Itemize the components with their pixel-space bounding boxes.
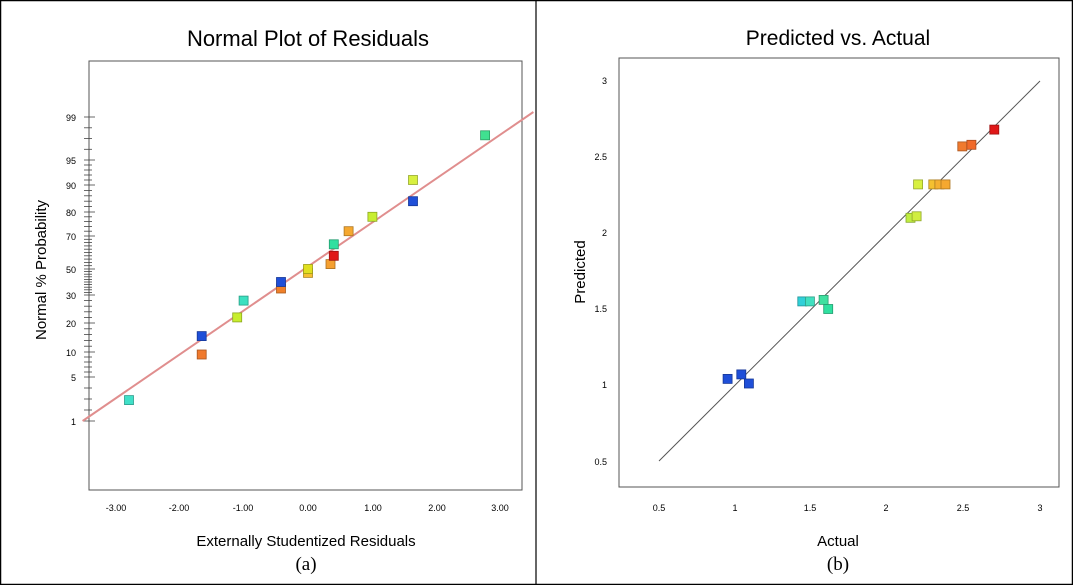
panel-b-xtick-label: 1 bbox=[732, 503, 737, 513]
panel-b-ytick-labels: 0.5 1 1.5 2 2.5 3 bbox=[594, 76, 607, 467]
panel-a-ytick-label: 30 bbox=[66, 291, 76, 301]
panel-a-point bbox=[408, 175, 418, 185]
panel-a-marks bbox=[82, 111, 534, 422]
panel-b-ytick-label: 2.5 bbox=[594, 152, 607, 162]
panel-a-point bbox=[196, 331, 207, 342]
panel-b-ytick-label: 3 bbox=[602, 76, 607, 86]
panel-a-point bbox=[480, 130, 491, 141]
panel-b-ylabel: Predicted bbox=[572, 240, 589, 303]
panel-a-xtick-label: 1.00 bbox=[364, 503, 382, 513]
panel-b-title: Predicted vs. Actual bbox=[746, 27, 930, 50]
panel-b-xtick-label: 3 bbox=[1037, 503, 1042, 513]
panel-b: Predicted vs. Actual 0.5 1 1.5 2 2.5 3 0… bbox=[572, 27, 1060, 575]
panel-b-point bbox=[805, 296, 815, 307]
panel-b-point bbox=[957, 141, 968, 152]
panel-b-xlabel: Actual bbox=[817, 533, 859, 550]
panel-a-point bbox=[328, 250, 339, 261]
panel-b-xtick-label: 2.5 bbox=[957, 503, 970, 513]
panel-b-ytick-label: 1.5 bbox=[594, 304, 607, 314]
panel-a-ytick-marks bbox=[84, 116, 95, 422]
panel-a-point bbox=[328, 239, 339, 250]
panel-a-point bbox=[367, 211, 378, 222]
panel-a-point bbox=[408, 196, 418, 207]
panel-b-xtick-label: 0.5 bbox=[653, 503, 666, 513]
panel-a-ylabel: Normal % Probability bbox=[33, 199, 50, 340]
panel-b-point bbox=[722, 373, 733, 384]
panel-a-plot-frame bbox=[88, 60, 523, 491]
panel-a-xtick-labels: -3.00 -2.00 -1.00 0.00 1.00 2.00 3.00 bbox=[106, 503, 509, 513]
panel-b-point bbox=[744, 378, 754, 389]
panel-a-xtick-label: 2.00 bbox=[428, 503, 446, 513]
panel-a-title: Normal Plot of Residuals bbox=[187, 26, 429, 51]
panel-a-caption: (a) bbox=[295, 554, 316, 575]
panel-b-marks bbox=[658, 80, 1041, 462]
panel-b-point bbox=[940, 179, 951, 190]
panel-a-ytick-label: 80 bbox=[66, 208, 76, 218]
panel-a-xtick-label: 0.00 bbox=[299, 503, 317, 513]
panel-b-ytick-label: 1 bbox=[602, 380, 607, 390]
panel-b-xtick-label: 2 bbox=[883, 503, 888, 513]
panel-a-ytick-labels: 1 5 10 20 30 50 70 80 90 95 99 bbox=[66, 113, 76, 427]
panel-b-point bbox=[913, 179, 923, 190]
panel-a-ytick-label: 95 bbox=[66, 156, 76, 166]
panel-a-ytick-label: 99 bbox=[66, 113, 76, 123]
panel-b-point bbox=[989, 124, 1000, 135]
panel-a-xtick-label: -2.00 bbox=[169, 503, 190, 513]
panel-b-point bbox=[823, 304, 834, 314]
panel-a-point bbox=[196, 349, 207, 360]
panel-a-xtick-label: 3.00 bbox=[491, 503, 509, 513]
panel-b-point bbox=[966, 139, 977, 150]
panel-a-xlabel: Externally Studentized Residuals bbox=[196, 533, 415, 550]
panel-a-ytick-label: 90 bbox=[66, 181, 76, 191]
panel-a-point bbox=[303, 264, 313, 274]
panel-a-ytick-label: 1 bbox=[71, 417, 76, 427]
panel-a-point bbox=[325, 259, 336, 270]
panel-a-xtick-label: -3.00 bbox=[106, 503, 127, 513]
panel-b-xtick-label: 1.5 bbox=[804, 503, 817, 513]
panel-b-ytick-label: 0.5 bbox=[594, 457, 607, 467]
panel-a-xtick-label: -1.00 bbox=[233, 503, 254, 513]
panel-a-point bbox=[343, 226, 354, 237]
panel-b-xtick-labels: 0.5 1 1.5 2 2.5 3 bbox=[653, 503, 1043, 513]
panel-b-plot-frame bbox=[618, 57, 1060, 488]
panel-b-point bbox=[911, 211, 922, 222]
panel-a: Normal Plot of Residuals 1 5 10 20 30 50… bbox=[33, 26, 534, 575]
panel-a-point bbox=[238, 295, 249, 306]
panel-a-ytick-label: 20 bbox=[66, 319, 76, 329]
panel-a-point bbox=[124, 395, 134, 406]
panel-b-reference-line bbox=[658, 80, 1041, 462]
panel-a-point bbox=[276, 277, 286, 287]
panel-b-caption: (b) bbox=[827, 554, 849, 575]
panel-a-ytick-label: 10 bbox=[66, 348, 76, 358]
panel-a-ytick-label: 5 bbox=[71, 373, 76, 383]
panel-b-ytick-label: 2 bbox=[602, 228, 607, 238]
panel-a-point bbox=[232, 312, 243, 323]
panel-a-ytick-label: 70 bbox=[66, 232, 76, 242]
panel-b-point bbox=[736, 369, 747, 380]
panel-b-point bbox=[818, 294, 829, 305]
panel-a-ytick-label: 50 bbox=[66, 265, 76, 275]
